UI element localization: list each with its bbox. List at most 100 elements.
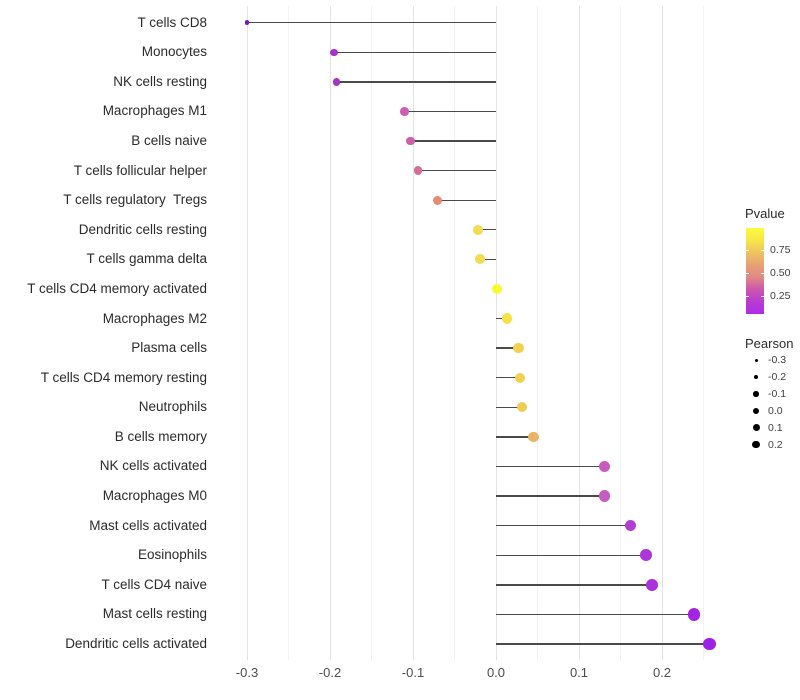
major-gridline: [661, 6, 663, 660]
y-axis-label: T cells CD4 memory activated: [27, 280, 207, 296]
lollipop-dot: [475, 254, 486, 265]
pearson-legend-value: 0.2: [768, 438, 783, 451]
pearson-legend-title: Pearson: [745, 336, 794, 351]
pvalue-legend-tick: [746, 296, 749, 297]
y-axis-label: B cells naive: [131, 133, 207, 149]
y-axis-label: NK cells activated: [99, 458, 207, 474]
lollipop-stem: [496, 554, 647, 556]
lollipop-dot: [332, 78, 341, 86]
major-gridline: [578, 6, 580, 660]
lollipop-dot: [599, 460, 611, 473]
y-axis-label: B cells memory: [114, 428, 207, 444]
y-axis-label: T cells CD8: [137, 14, 207, 30]
lollipop-stem: [404, 110, 496, 113]
y-axis-label: T cells follicular helper: [73, 162, 207, 178]
lollipop-dot: [514, 372, 526, 383]
major-gridline: [412, 6, 414, 660]
y-axis-label: T cells gamma delta: [86, 251, 207, 267]
pearson-legend-dot: [752, 440, 760, 449]
pearson-legend-dot: [753, 374, 759, 380]
pvalue-legend-tick: [761, 296, 764, 297]
y-axis-label: T cells CD4 memory resting: [40, 369, 207, 385]
pearson-legend-value: -0.1: [768, 387, 787, 400]
pearson-legend-value: 0.1: [768, 421, 783, 434]
pearson-legend-value: -0.3: [768, 354, 787, 366]
lollipop-dot: [413, 166, 423, 176]
y-axis-label: Macrophages M0: [102, 488, 207, 504]
lollipop-stem: [496, 465, 605, 468]
y-axis-label: Macrophages M1: [102, 103, 207, 119]
y-axis-label: T cells regulatory Tregs: [63, 192, 207, 208]
pearson-legend-value: 0.0: [768, 404, 783, 417]
x-axis-tick-label: 0.1: [569, 665, 589, 680]
minor-gridline: [371, 6, 372, 660]
lollipop-stem: [336, 81, 496, 83]
x-axis-tick-label: -0.3: [235, 665, 259, 680]
pvalue-legend-value: 0.75: [770, 244, 791, 256]
lollipop-dot: [491, 283, 502, 294]
lollipop-dot: [516, 402, 527, 413]
lollipop-stem: [334, 51, 496, 53]
lollipop-stem: [496, 613, 695, 616]
y-axis-label: Dendritic cells resting: [78, 221, 207, 237]
y-axis-label: Monocytes: [141, 44, 207, 60]
lollipop-dot: [528, 431, 539, 443]
lollipop-stem: [496, 436, 534, 438]
minor-gridline: [454, 6, 455, 660]
major-gridline: [329, 6, 331, 660]
pvalue-legend-tick: [746, 250, 749, 251]
y-axis-label: Eosinophils: [137, 547, 207, 563]
lollipop-dot: [640, 549, 653, 562]
minor-gridline: [288, 6, 289, 660]
pearson-legend-dot: [753, 391, 759, 397]
lollipop-dot: [624, 519, 637, 532]
lollipop-stem: [496, 643, 710, 645]
y-axis-label: Mast cells resting: [102, 606, 207, 622]
lollipop-stem: [496, 406, 522, 408]
pearson-legend-dot: [754, 358, 758, 362]
major-gridline: [495, 6, 497, 660]
y-axis-label: T cells CD4 naive: [101, 576, 207, 592]
x-axis-tick-label: 0.0: [486, 665, 506, 680]
lollipop-stem: [496, 377, 521, 379]
lollipop-stem: [496, 584, 653, 586]
y-axis-label: Neutrophils: [138, 399, 207, 415]
lollipop-stem: [496, 347, 519, 349]
lollipop-stem: [496, 317, 507, 320]
lollipop-dot: [433, 195, 443, 205]
lollipop-stem: [410, 140, 496, 142]
pvalue-legend-tick: [761, 250, 764, 251]
lollipop-stem: [496, 524, 631, 527]
lollipop-dot: [244, 20, 250, 26]
lollipop-dot: [406, 136, 415, 146]
lollipop-dot: [472, 224, 483, 235]
lollipop-stem: [417, 169, 496, 172]
lollipop-dot: [513, 342, 524, 354]
pvalue-legend-title: Pvalue: [745, 206, 785, 221]
pearson-legend-dot: [752, 407, 760, 414]
pvalue-gradient-bar: [746, 228, 764, 314]
minor-gridline: [703, 6, 704, 660]
lollipop-stem: [477, 229, 496, 231]
lollipop-stem: [247, 22, 496, 24]
minor-gridline: [620, 6, 621, 660]
pearson-legend-value: -0.2: [768, 370, 787, 383]
pearson-legend-dot: [752, 424, 760, 432]
lollipop-dot: [646, 578, 658, 591]
lollipop-dot: [501, 313, 512, 324]
lollipop-dot: [703, 637, 716, 651]
x-axis-tick-label: -0.1: [401, 665, 425, 680]
lollipop-dot: [688, 608, 701, 621]
y-axis-label: Macrophages M2: [102, 310, 207, 326]
lollipop-stem: [437, 199, 496, 201]
y-axis-label: NK cells resting: [113, 73, 207, 89]
pvalue-legend-value: 0.25: [770, 290, 791, 302]
lollipop-stem: [496, 495, 605, 497]
minor-gridline: [537, 6, 538, 660]
major-gridline: [246, 6, 248, 660]
pvalue-legend-tick: [746, 273, 749, 274]
pvalue-legend-tick: [761, 273, 764, 274]
lollipop-dot: [599, 490, 611, 502]
y-axis-label: Dendritic cells activated: [65, 635, 207, 651]
